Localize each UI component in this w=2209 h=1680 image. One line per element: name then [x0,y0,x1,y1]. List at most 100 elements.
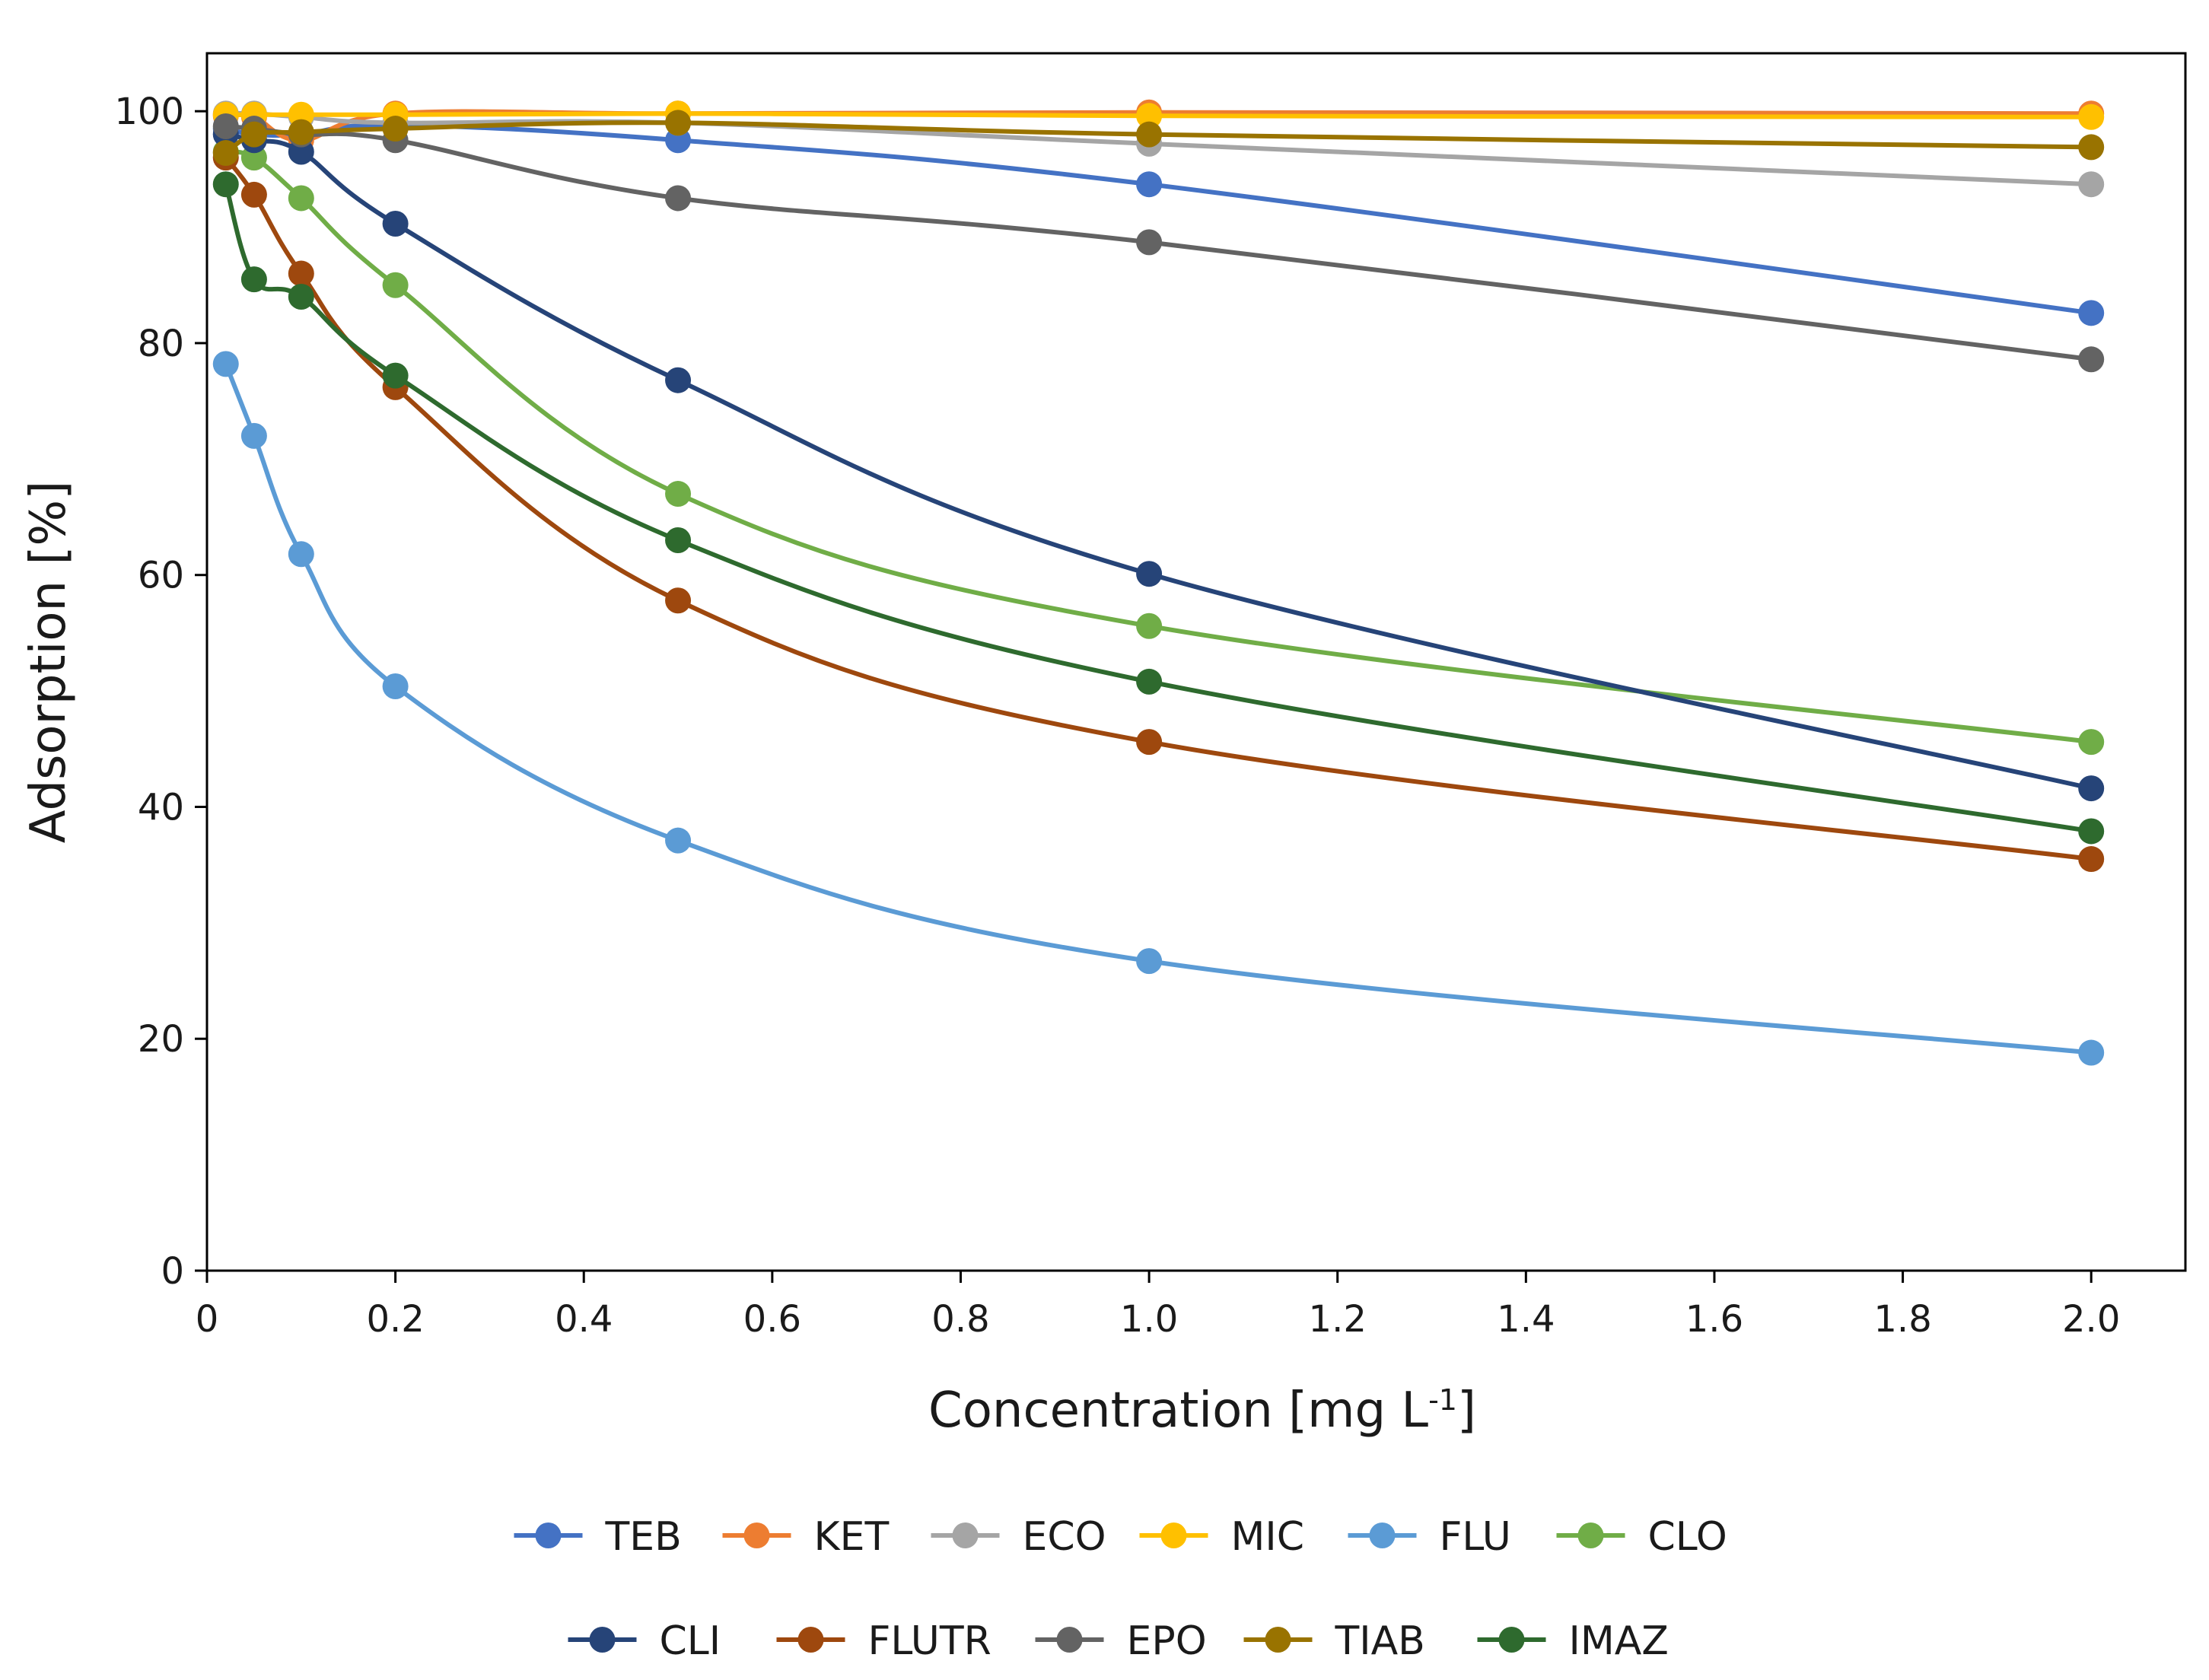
data-point-imaz [1136,668,1163,695]
x-axis-title-suffix: ] [1457,1382,1476,1439]
legend-label: ECO [1023,1514,1106,1560]
data-point-mic [2078,103,2105,130]
data-point-flu [240,422,267,449]
data-point-imaz [665,527,692,553]
data-point-epo [212,113,239,139]
x-axis-title-superscript: -1 [1428,1383,1457,1417]
data-point-tiab [288,119,314,145]
data-point-tiab [665,110,692,136]
data-point-flu [288,541,314,568]
legend-label: CLO [1648,1514,1727,1560]
legend-item-tiab: TIAB [1243,1618,1425,1664]
series-flu [212,351,2105,1066]
legend-item-clo: CLO [1556,1514,1727,1560]
data-point-flutr [665,587,692,614]
data-point-flutr [1136,729,1163,756]
plot-area [205,52,2187,1272]
legend-item-flu: FLU [1348,1514,1511,1560]
legend-swatch-marker [1577,1522,1604,1548]
data-point-clo [665,481,692,508]
legend-swatch-marker [1056,1627,1083,1653]
legend-label: IMAZ [1569,1618,1669,1664]
x-tick-label: 0.6 [743,1298,801,1341]
legend-label: EPO [1127,1618,1207,1664]
data-point-clo [1136,612,1163,639]
legend-label: MIC [1231,1514,1305,1560]
legend-item-eco: ECO [931,1514,1106,1560]
legend-swatch-marker [535,1522,562,1548]
data-point-tiab [212,140,239,167]
y-tick-label: 80 [138,323,184,365]
data-point-flu [1136,948,1163,975]
data-point-flutr [240,181,267,208]
legend-swatch-marker [743,1522,770,1548]
x-tick-label: 1.2 [1309,1298,1367,1341]
y-tick-label: 60 [138,555,184,597]
data-point-clo [288,185,314,212]
x-tick-label: 2.0 [2062,1298,2120,1341]
data-point-mic [1136,103,1163,129]
y-tick-label: 20 [138,1018,184,1061]
y-axis: 0 20 40 60 80 100 [114,91,207,1293]
legend-item-mic: MIC [1139,1514,1305,1560]
data-point-tiab [2078,134,2105,161]
legend-swatch-marker [1498,1627,1525,1653]
x-axis: 0 0.2 0.4 0.6 0.8 1.0 1.2 1.4 1.6 1.8 2.0 [196,1271,2120,1341]
legend-label: KET [814,1514,890,1560]
data-point-flu [382,673,409,699]
legend-item-ket: KET [722,1514,890,1560]
legend-label: TIAB [1335,1618,1425,1664]
x-tick-label: 0.4 [555,1298,613,1341]
legend-label: CLI [660,1618,721,1664]
data-point-imaz [288,284,314,310]
legend-item-flutr: FLUTR [776,1618,992,1664]
legend-swatch-marker [1265,1627,1291,1653]
y-tick-label: 0 [161,1250,184,1293]
data-point-epo [2078,346,2105,373]
legend-label: FLU [1440,1514,1511,1560]
legend-swatch-marker [1369,1522,1396,1548]
data-point-flu [212,351,239,377]
data-point-epo [1136,229,1163,256]
data-point-tiab [382,116,409,142]
legend-item-cli: CLI [568,1618,721,1664]
series-layer [212,99,2105,1066]
data-point-cli [1136,561,1163,587]
legend-item-imaz: IMAZ [1477,1618,1669,1664]
x-tick-label: 0.2 [366,1298,424,1341]
legend-swatch-marker [797,1627,824,1653]
y-tick-label: 40 [138,786,184,829]
data-point-eco [2078,171,2105,198]
legend-item-teb: TEB [514,1514,682,1560]
data-point-imaz [240,266,267,293]
data-point-cli [382,211,409,237]
data-point-imaz [382,362,409,389]
y-tick-label: 100 [114,91,184,133]
data-point-clo [382,272,409,298]
legend-item-epo: EPO [1035,1618,1207,1664]
series-imaz [212,171,2105,845]
x-tick-label: 1.6 [1685,1298,1743,1341]
legend-label: FLUTR [868,1618,992,1664]
x-tick-label: 0.8 [931,1298,989,1341]
x-axis-title: Concentration [mg L-1] [928,1382,1476,1439]
data-point-teb [2078,300,2105,326]
data-point-flu [2078,1039,2105,1066]
data-point-imaz [212,171,239,198]
data-point-cli [2078,775,2105,802]
data-point-tiab [240,121,267,148]
data-point-flu [665,827,692,854]
data-point-imaz [2078,818,2105,845]
data-point-tiab [1136,121,1163,148]
legend: TEB KET ECO MIC FLU CLO CLI FLUTR EPO TIAB IMAZ [514,1514,1727,1664]
x-tick-label: 1.4 [1497,1298,1555,1341]
data-point-clo [2078,729,2105,756]
legend-swatch-marker [589,1627,616,1653]
data-point-cli [665,367,692,393]
x-axis-title-main: Concentration [mg L [928,1382,1428,1439]
x-tick-label: 1.0 [1120,1298,1178,1341]
series-tiab [212,110,2105,167]
x-tick-label: 1.8 [1873,1298,1931,1341]
data-point-flutr [2078,846,2105,873]
